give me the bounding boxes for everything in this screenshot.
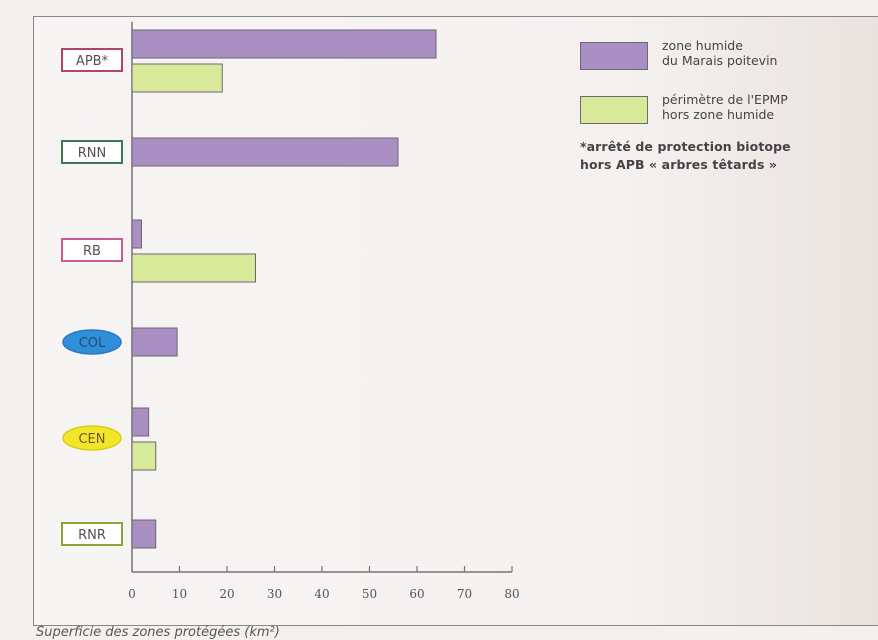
legend-item-perimeter: périmètre de l'EPMP hors zone humide — [580, 92, 878, 140]
category-label: RB — [83, 244, 101, 259]
bar-RB-wetland — [131, 219, 142, 249]
legend-label-line: périmètre de l'EPMP — [662, 92, 788, 107]
bar-RNR-wetland — [131, 519, 157, 549]
chart-caption: Superficie des zones protégées (km²) — [36, 625, 280, 640]
legend-swatch-perimeter — [580, 96, 648, 124]
x-tick-label: 60 — [409, 587, 424, 601]
x-tick-label: 10 — [172, 587, 187, 601]
x-tick-label: 70 — [457, 587, 472, 601]
category-label: APB* — [76, 54, 109, 69]
bar-CEN-perimeter — [131, 441, 157, 471]
x-tick-label: 20 — [219, 587, 234, 601]
bar-COL-wetland — [131, 327, 178, 357]
category-label: RNN — [78, 146, 106, 161]
category-label-ellipse — [62, 425, 122, 451]
legend-label-wetland: zone humide du Marais poitevin — [662, 38, 872, 68]
bar-APB-wetland — [131, 29, 437, 59]
x-tick-label: 50 — [362, 587, 377, 601]
legend-item-wetland: zone humide du Marais poitevin — [580, 38, 878, 86]
legend-note: *arrêté de protection biotope hors APB «… — [580, 138, 878, 174]
category-label-box — [61, 140, 123, 164]
x-tick-label: 80 — [504, 587, 519, 601]
category-labels: APB* RNN RB COL CEN RNR — [61, 48, 123, 546]
category-label: RNR — [78, 528, 106, 543]
legend-swatch-wetland — [580, 42, 648, 70]
bar-CEN-wetland — [131, 407, 150, 437]
x-tick-label: 0 — [128, 587, 136, 601]
bar-APB-perimeter — [131, 63, 223, 93]
category-label-box — [61, 238, 123, 262]
category-label-box — [61, 48, 123, 72]
legend-note-line: hors APB « arbres têtards » — [580, 157, 778, 172]
bar-RB-perimeter — [131, 253, 256, 283]
x-tick-label: 40 — [314, 587, 329, 601]
bars — [131, 29, 437, 549]
category-label: COL — [79, 336, 106, 351]
category-label-box — [61, 522, 123, 546]
x-axis: 0 10 20 30 40 50 60 70 80 — [128, 22, 520, 601]
legend-label-line: du Marais poitevin — [662, 53, 778, 68]
legend-label-perimeter: périmètre de l'EPMP hors zone humide — [662, 92, 872, 122]
legend-label-line: hors zone humide — [662, 107, 775, 122]
chart-frame — [33, 16, 878, 626]
bar-RNN-wetland — [131, 137, 399, 167]
x-tick-label: 30 — [267, 587, 282, 601]
category-label-ellipse — [62, 329, 122, 355]
legend-label-line: zone humide — [662, 38, 743, 53]
category-label: CEN — [78, 432, 105, 447]
legend: zone humide du Marais poitevin périmètre… — [580, 38, 878, 174]
legend-note-line: *arrêté de protection biotope — [580, 139, 791, 154]
